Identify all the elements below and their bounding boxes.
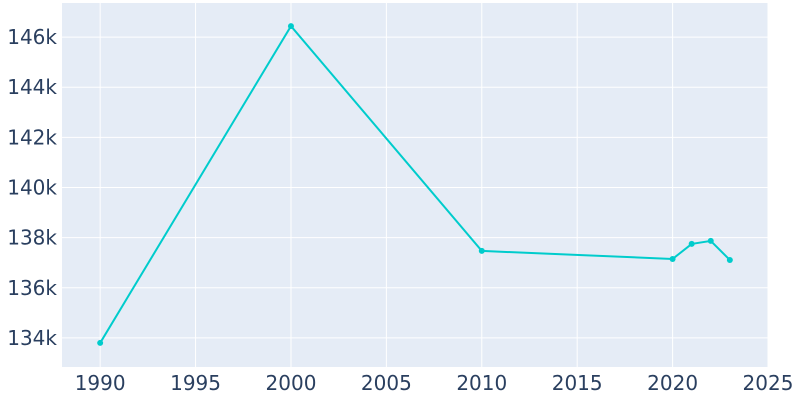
data-point <box>726 256 733 263</box>
data-point <box>707 237 714 244</box>
x-tick-label: 2005 <box>361 371 412 395</box>
data-point <box>97 339 104 346</box>
x-tick-label: 2000 <box>266 371 317 395</box>
y-tick-label: 140k <box>7 176 57 200</box>
x-tick-label: 2010 <box>456 371 507 395</box>
x-tick-label: 1995 <box>170 371 221 395</box>
data-point <box>287 23 294 30</box>
y-tick-label: 136k <box>7 276 57 300</box>
data-point <box>669 255 676 262</box>
x-tick-label: 2020 <box>647 371 698 395</box>
y-tick-label: 144k <box>7 75 57 99</box>
x-tick-label: 2025 <box>743 371 794 395</box>
plot-area <box>62 3 768 367</box>
data-point <box>688 240 695 247</box>
y-tick-label: 142k <box>7 125 57 149</box>
x-tick-label: 2015 <box>552 371 603 395</box>
x-tick-label: 1990 <box>75 371 126 395</box>
y-tick-label: 146k <box>7 25 57 49</box>
y-tick-label: 134k <box>7 326 57 350</box>
data-point <box>478 247 485 254</box>
y-tick-label: 138k <box>7 226 57 250</box>
